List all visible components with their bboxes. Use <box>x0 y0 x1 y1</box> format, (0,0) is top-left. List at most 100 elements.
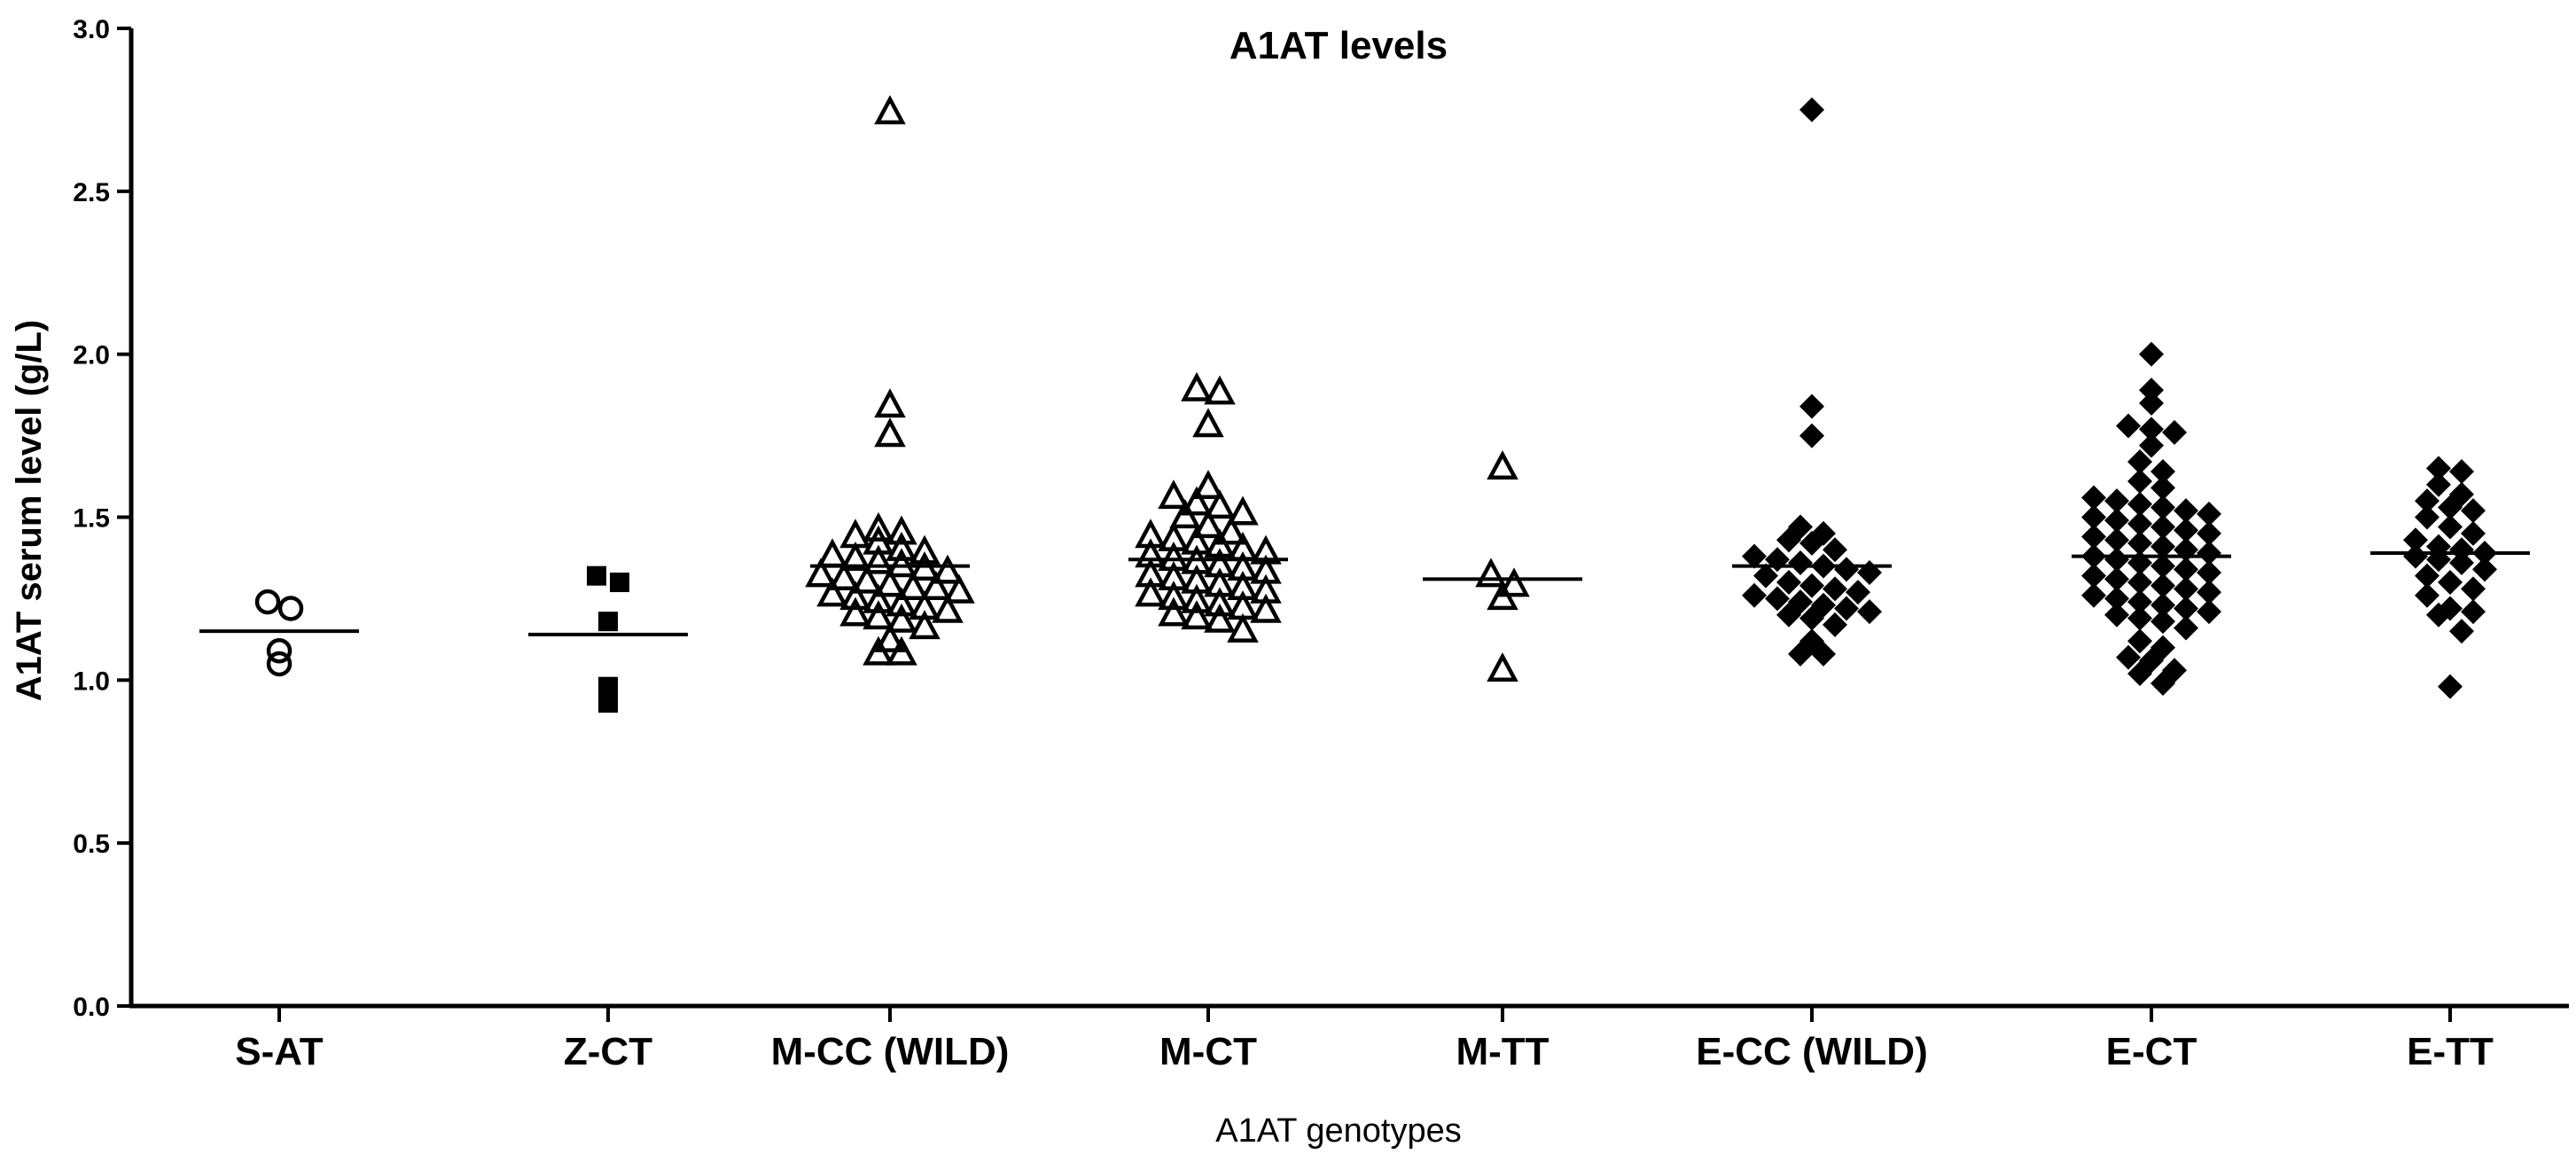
data-point <box>2403 543 2428 569</box>
data-point <box>886 636 917 666</box>
data-point <box>886 587 917 617</box>
data-point <box>2104 586 2129 612</box>
data-point <box>2081 504 2106 530</box>
data-point <box>2197 580 2221 605</box>
data-point <box>1487 651 1518 682</box>
data-point <box>1742 543 1767 569</box>
data-point <box>839 581 871 611</box>
data-point <box>2461 498 2486 524</box>
data-point <box>2197 599 2221 625</box>
data-point <box>266 637 293 664</box>
data-point <box>909 550 941 581</box>
data-point <box>2426 456 2451 481</box>
data-point <box>2151 553 2175 579</box>
data-point <box>2197 501 2221 526</box>
data-point <box>1823 576 1847 602</box>
data-point <box>1788 550 1813 575</box>
data-point <box>2449 459 2474 485</box>
data-point <box>2127 628 2152 654</box>
data-point <box>2461 576 2486 602</box>
data-point <box>874 417 906 448</box>
data-point <box>2139 378 2164 403</box>
data-point <box>2116 644 2141 670</box>
data-point <box>2081 485 2106 511</box>
data-point <box>897 571 929 601</box>
data-point <box>874 567 906 597</box>
data-point <box>1776 527 1801 553</box>
data-point <box>610 573 629 593</box>
data-point <box>828 561 860 591</box>
data-point <box>2104 488 2129 514</box>
data-point <box>886 548 917 578</box>
data-point <box>1799 605 1824 631</box>
data-point <box>2415 563 2439 589</box>
data-point <box>2426 534 2451 559</box>
data-point <box>1799 573 1824 598</box>
data-point <box>2127 469 2152 495</box>
data-point <box>805 558 837 588</box>
x-tick-label: M-CT <box>1159 1030 1257 1073</box>
data-point <box>2127 491 2152 517</box>
data-point <box>863 583 894 613</box>
data-point <box>1765 586 1790 612</box>
data-point <box>1204 375 1236 405</box>
data-point <box>1204 603 1236 633</box>
data-point <box>1799 97 1824 122</box>
data-point <box>2127 448 2152 474</box>
data-point <box>863 511 894 542</box>
data-point <box>886 603 917 633</box>
data-point <box>2139 341 2164 367</box>
data-point <box>2461 520 2486 546</box>
x-tick-label: M-TT <box>1456 1030 1549 1073</box>
series-group <box>1423 450 1582 682</box>
data-point <box>863 636 894 666</box>
series-group <box>2072 341 2231 697</box>
data-point <box>2127 570 2152 596</box>
data-point <box>2426 547 2451 573</box>
data-point <box>1742 582 1767 608</box>
data-point <box>2151 495 2175 520</box>
data-point <box>1169 499 1201 529</box>
data-point <box>1250 593 1282 623</box>
data-point <box>598 676 618 697</box>
data-point <box>2415 582 2439 608</box>
data-point <box>1192 509 1224 539</box>
data-point <box>1192 408 1224 438</box>
data-point <box>1135 577 1167 607</box>
data-point <box>1799 530 1824 556</box>
data-point <box>598 693 618 714</box>
data-point <box>2081 582 2106 608</box>
data-point <box>2151 514 2175 540</box>
data-point <box>1788 641 1813 667</box>
data-point <box>2081 524 2106 550</box>
data-point <box>874 388 906 418</box>
data-point <box>1776 570 1801 596</box>
data-point <box>1181 486 1213 516</box>
data-point <box>1498 567 1530 597</box>
data-point <box>1765 547 1790 573</box>
chart-title: A1AT levels <box>1229 24 1448 67</box>
data-point <box>2151 459 2175 485</box>
series-group <box>1732 97 1892 667</box>
data-point <box>266 651 293 677</box>
data-point <box>1823 612 1847 637</box>
data-point <box>2415 504 2439 530</box>
data-point <box>851 564 883 594</box>
data-point <box>2081 543 2106 569</box>
data-point <box>886 515 917 545</box>
x-axis-label: A1AT genotypes <box>1215 1112 1461 1150</box>
data-point <box>2127 605 2152 631</box>
data-point <box>2151 573 2175 598</box>
data-point <box>2461 599 2486 625</box>
data-point <box>1227 495 1259 526</box>
data-point <box>2426 602 2451 628</box>
data-point <box>2139 390 2164 416</box>
y-axis-label: A1AT serum level (g/L) <box>10 320 49 701</box>
data-point <box>1834 557 1859 582</box>
data-point <box>1487 450 1518 480</box>
data-point <box>1753 563 1778 589</box>
data-point <box>1834 596 1859 621</box>
data-point <box>1158 597 1190 627</box>
y-tick-label: 0.0 <box>73 993 110 1022</box>
